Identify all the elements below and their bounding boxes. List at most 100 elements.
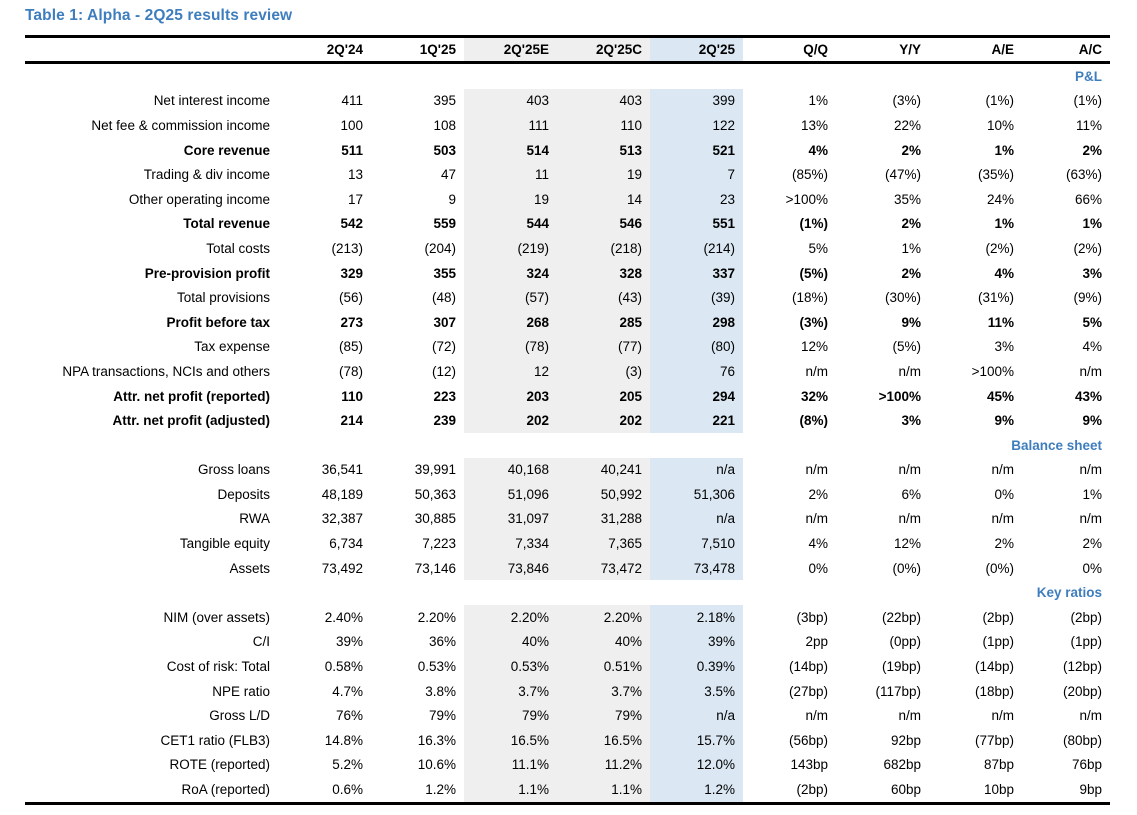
row-label: NPA transactions, NCIs and others [62, 363, 270, 379]
cell-value: 7,365 [557, 531, 650, 556]
cell-value: (80) [650, 334, 743, 360]
table-row: Net fee & commission income 100 108 111 110 1… [25, 113, 1110, 138]
table-row: Pre-provision profit 329 355 324 328 337 (5%) 2… [25, 260, 1110, 286]
row-label: RWA [239, 511, 270, 527]
cell-value: >100% [971, 363, 1014, 379]
section-row: Key ratios [25, 580, 1110, 605]
cell-value: 30,885 [414, 511, 456, 527]
cell-value: 50,363 [414, 486, 456, 502]
cell-value: 108 [433, 117, 456, 133]
cell-value: n/a [650, 703, 743, 729]
cell-value: 0% [1082, 560, 1102, 576]
column-header: 2Q'25E [464, 35, 557, 64]
cell-value: (0%) [985, 560, 1014, 576]
cell-value: 2.20% [464, 605, 557, 630]
cell-value: (12) [431, 363, 456, 379]
cell-value: 24% [986, 191, 1014, 207]
row-label: ROTE (reported) [169, 757, 270, 773]
cell-value: 2% [1082, 142, 1102, 158]
cell-value: 5.2% [332, 757, 363, 773]
cell-value: 79% [464, 703, 557, 729]
cell-value: 15.7% [650, 728, 743, 753]
cell-value: 40% [464, 629, 557, 655]
cell-value: 23 [650, 186, 743, 212]
cell-value: 31,097 [464, 506, 557, 532]
section-row: P&L [25, 63, 1110, 89]
cell-value: (18bp) [974, 683, 1014, 699]
cell-value: 12.0% [650, 752, 743, 778]
column-header: 2Q'24 [278, 35, 371, 64]
cell-value: 76% [335, 708, 363, 724]
cell-value: (3) [557, 359, 650, 384]
cell-value: 73,478 [650, 555, 743, 581]
cell-value: 10.6% [417, 757, 456, 773]
cell-value: n/m [898, 511, 921, 527]
table-row: RoA (reported) 0.6% 1.2% 1.1% 1.1% 1.2% (2bp) 6… [25, 777, 1110, 805]
table-row: NIM (over assets) 2.40% 2.20% 2.20% 2.20% 2.1… [25, 605, 1110, 630]
cell-value: 0% [994, 486, 1014, 502]
column-header: Y/Y [836, 35, 929, 64]
cell-value: (117bp) [875, 683, 921, 699]
cell-value: 73,492 [321, 560, 363, 576]
cell-value: 2% [901, 216, 921, 232]
cell-value: (22bp) [881, 609, 921, 625]
section-header: P&L [1075, 68, 1102, 84]
cell-value: 51,306 [650, 482, 743, 507]
cell-value: 6,734 [329, 536, 363, 552]
section-header: Balance sheet [1011, 437, 1102, 453]
cell-value: 1.1% [464, 777, 557, 805]
cell-value: 2pp [805, 634, 828, 650]
cell-value: (77) [557, 334, 650, 360]
cell-value: 329 [340, 265, 363, 281]
cell-value: >100% [785, 191, 828, 207]
cell-value: 542 [340, 216, 363, 232]
table-row: Total provisions (56) (48) (57) (43) (39) (18%… [25, 285, 1110, 310]
cell-value: 395 [433, 93, 456, 109]
cell-value: 122 [650, 113, 743, 138]
cell-value: 2.18% [650, 605, 743, 630]
cell-value: 513 [557, 137, 650, 163]
row-label: Attr. net profit (adjusted) [112, 413, 271, 429]
cell-value: 16.3% [417, 732, 456, 748]
cell-value: 110 [557, 113, 650, 138]
cell-value: (9%) [1073, 290, 1102, 306]
cell-value: (47%) [884, 167, 921, 183]
row-label: RoA (reported) [25, 777, 278, 805]
row-label: Profit before tax [166, 314, 270, 330]
cell-value: n/a [650, 457, 743, 483]
cell-value: 559 [433, 216, 456, 232]
table-row: Attr. net profit (reported) 110 223 203 205 2… [25, 383, 1110, 409]
cell-value: 9 [448, 191, 456, 207]
cell-value: (1%) [799, 216, 828, 232]
cell-value: 1% [1082, 486, 1102, 502]
cell-value: 79% [557, 703, 650, 729]
column-header: 2Q'25 [650, 35, 743, 64]
cell-value: 511 [341, 142, 363, 158]
cell-value: 9% [1082, 413, 1102, 429]
cell-value: 503 [433, 142, 456, 158]
table-row: RWA 32,387 30,885 31,097 31,288 n/a n/m n/m n/m n… [25, 506, 1110, 532]
cell-value: 1% [1082, 216, 1102, 232]
cell-value: n/m [805, 462, 828, 478]
cell-value: 203 [464, 383, 557, 409]
cell-value: (2%) [985, 240, 1014, 256]
table-row: Other operating income 17 9 19 14 23 >100% 35% 2… [25, 186, 1110, 212]
cell-value: 17 [347, 191, 363, 207]
cell-value: 6% [901, 486, 921, 502]
cell-value: 19 [557, 162, 650, 187]
cell-value: 32% [800, 388, 828, 404]
cell-value: 9bp [1022, 777, 1110, 805]
cell-value: 5% [1082, 314, 1102, 330]
cell-value: 13 [347, 167, 363, 183]
cell-value: 3.8% [425, 683, 456, 699]
cell-value: (31%) [977, 290, 1014, 306]
cell-value: 202 [557, 408, 650, 433]
cell-value: 0.53% [417, 659, 456, 675]
row-label: Total revenue [183, 216, 270, 232]
cell-value: 16.5% [464, 728, 557, 753]
cell-value: 39,991 [414, 462, 456, 478]
cell-value: 47 [440, 167, 456, 183]
cell-value: >100% [878, 388, 921, 404]
cell-value: 544 [464, 211, 557, 237]
cell-value: 268 [464, 309, 557, 335]
